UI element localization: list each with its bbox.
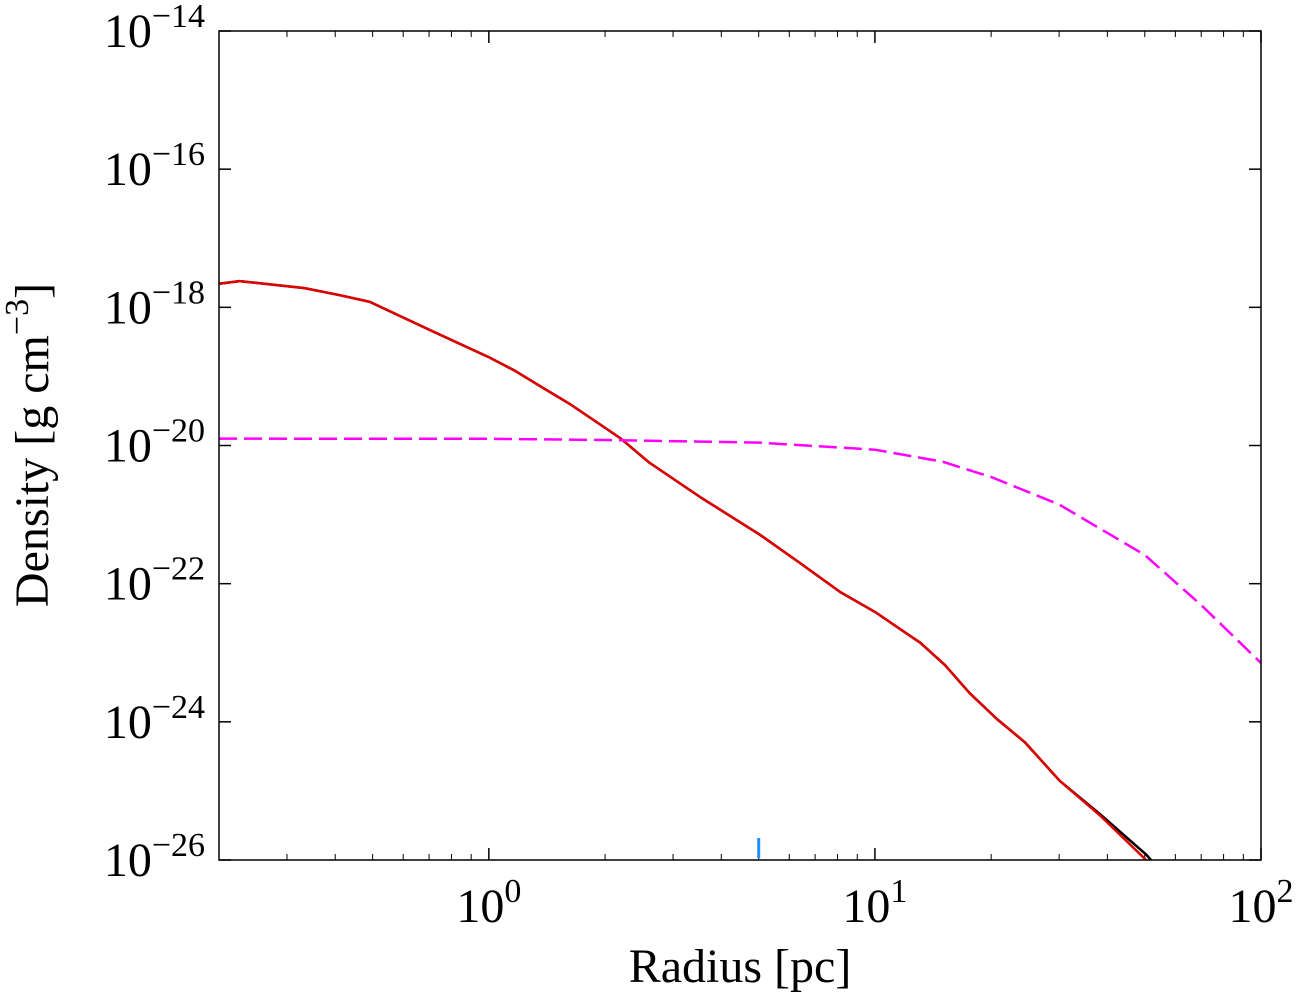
y-axis-label: Density [g cm−3] <box>0 283 59 607</box>
series-line <box>219 279 1147 860</box>
y-tick-label: 10−24 <box>104 689 205 749</box>
y-tick-label: 10−20 <box>104 413 205 473</box>
series-line <box>219 437 1261 664</box>
x-tick-label: 102 <box>1229 873 1294 933</box>
x-axis-label: Radius [pc] <box>629 940 852 993</box>
series-line <box>219 279 1152 860</box>
y-tick-label: 10−14 <box>104 0 205 58</box>
y-tick-label: 10−26 <box>104 827 205 887</box>
x-tick-label: 101 <box>842 873 907 933</box>
plot-frame <box>218 30 1262 861</box>
y-tick-label: 10−16 <box>104 136 205 196</box>
y-tick-label: 10−18 <box>104 274 205 334</box>
y-tick-label: 10−22 <box>104 551 205 611</box>
x-tick-label: 100 <box>456 873 521 933</box>
